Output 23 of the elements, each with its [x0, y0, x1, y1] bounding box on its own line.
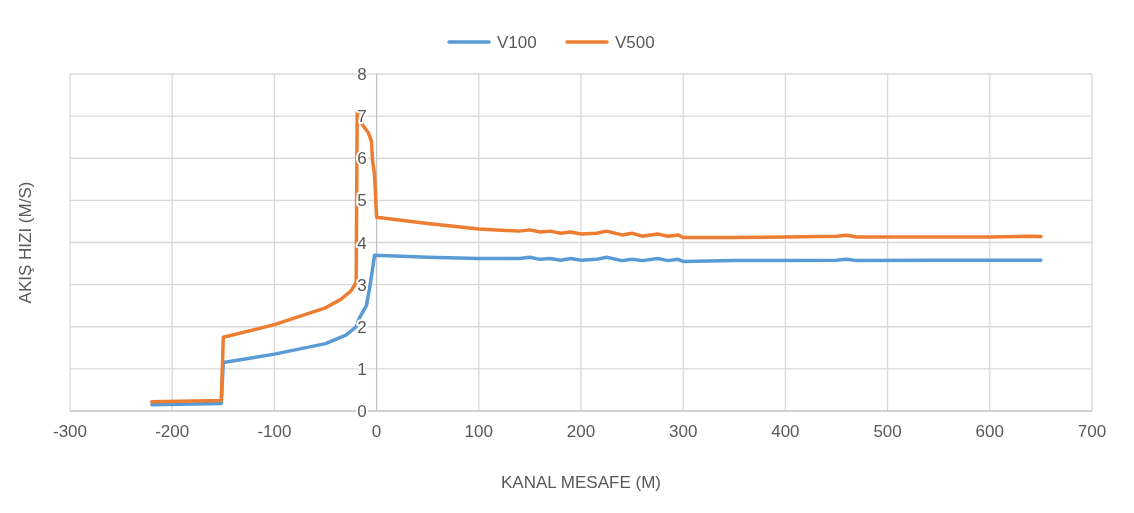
x-tick-label: -300	[52, 422, 88, 441]
x-tick-label: 700	[1077, 422, 1107, 441]
line-series	[150, 253, 1043, 407]
legend-label: V100	[497, 33, 537, 52]
x-tick-label: 100	[464, 422, 493, 441]
x-tick-label: 500	[873, 422, 902, 441]
x-tick-label: 400	[771, 422, 800, 441]
y-tick-label: 2	[357, 317, 367, 337]
x-tick-label: 0	[371, 422, 382, 441]
y-tick-label: 1	[357, 359, 367, 379]
x-tick-label: 300	[669, 422, 698, 441]
y-tick-label: 8	[357, 65, 367, 84]
y-tick-label: 0	[357, 402, 367, 421]
x-tick-label: 600	[975, 422, 1004, 441]
x-tick-label: 200	[566, 422, 596, 441]
y-axis-title: AKIŞ HIZI (M/S)	[16, 181, 35, 304]
y-tick-label: 5	[357, 191, 367, 211]
line-series	[150, 110, 1043, 404]
x-tick-label: -200	[155, 422, 190, 441]
x-axis-title: KANAL MESAFE (M)	[501, 473, 661, 492]
legend-label: V500	[615, 33, 655, 52]
x-tick-label: -100	[257, 422, 292, 441]
y-tick-label: 3	[357, 275, 367, 295]
